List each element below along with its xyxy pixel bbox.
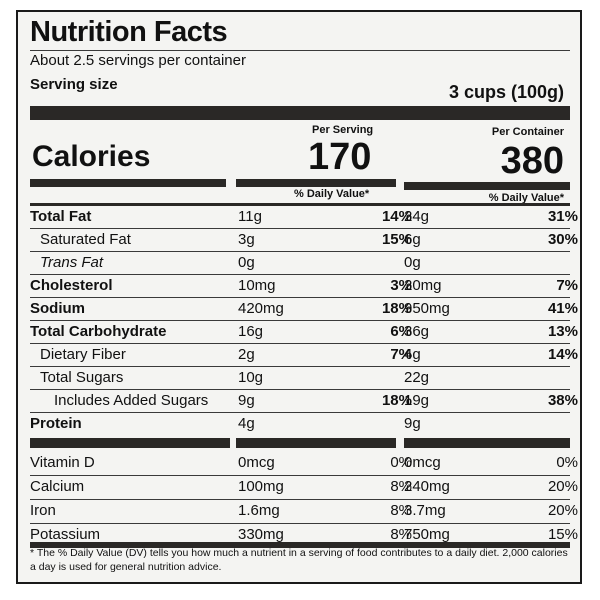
thick-divider xyxy=(30,106,570,120)
serving-size-value: 3 cups (100g) xyxy=(448,82,564,102)
daily-value-header-serving: % Daily Value* xyxy=(294,188,370,200)
nutrient-row-dietary-fiber: Dietary Fiber 2g 7% 4g 14% xyxy=(40,346,578,363)
vitamin-row-vitamin-d: Vitamin D 0mcg 0% 0mcg 0% xyxy=(30,454,578,471)
divider xyxy=(30,203,570,206)
calories-bar-serving xyxy=(236,179,396,187)
calories-bar-container xyxy=(404,182,570,190)
daily-value-header-container: % Daily Value* xyxy=(488,192,564,204)
nutrient-row-total-fat: Total Fat 11g 14% 24g 31% xyxy=(30,208,578,225)
thick-divider xyxy=(404,438,570,448)
servings-per-container: About 2.5 servings per container xyxy=(30,52,246,69)
vitamin-row-iron: Iron 1.6mg 8% 3.7mg 20% xyxy=(30,502,578,519)
calories-per-serving: 170 xyxy=(308,136,372,178)
label-title: Nutrition Facts xyxy=(30,16,228,48)
per-serving-label: Per Serving xyxy=(312,124,374,136)
nutrient-row-cholesterol: Cholesterol 10mg 3% 20mg 7% xyxy=(30,277,578,294)
divider xyxy=(30,50,570,51)
thick-divider xyxy=(236,438,396,448)
nutrient-row-added-sugars: Includes Added Sugars 9g 18% 19g 38% xyxy=(54,392,578,409)
nutrient-row-total-sugars: Total Sugars 10g 22g xyxy=(40,369,430,386)
vitamin-row-potassium: Potassium 330mg 8% 750mg 15% xyxy=(30,526,578,543)
nutrient-row-total-carbohydrate: Total Carbohydrate 16g 6% 36g 13% xyxy=(30,323,578,340)
nutrition-facts-label: Nutrition Facts About 2.5 servings per c… xyxy=(16,10,582,584)
serving-size-label: Serving size xyxy=(30,76,118,93)
nutrient-row-saturated-fat: Saturated Fat 3g 15% 6g 30% xyxy=(40,231,578,248)
daily-value-footnote: * The % Daily Value (DV) tells you how m… xyxy=(30,547,568,573)
nutrient-row-trans-fat: Trans Fat 0g 0g xyxy=(40,254,421,271)
thick-divider xyxy=(30,542,570,548)
nutrient-row-protein: Protein 4g 9g xyxy=(30,415,421,432)
vitamin-row-calcium: Calcium 100mg 8% 240mg 20% xyxy=(30,478,578,495)
calories-label: Calories xyxy=(32,140,151,173)
nutrient-row-sodium: Sodium 420mg 18% 950mg 41% xyxy=(30,300,578,317)
calories-bar-name xyxy=(30,179,226,187)
calories-per-container: 380 xyxy=(500,140,564,182)
per-container-label: Per Container xyxy=(491,126,564,138)
thick-divider xyxy=(30,438,230,448)
